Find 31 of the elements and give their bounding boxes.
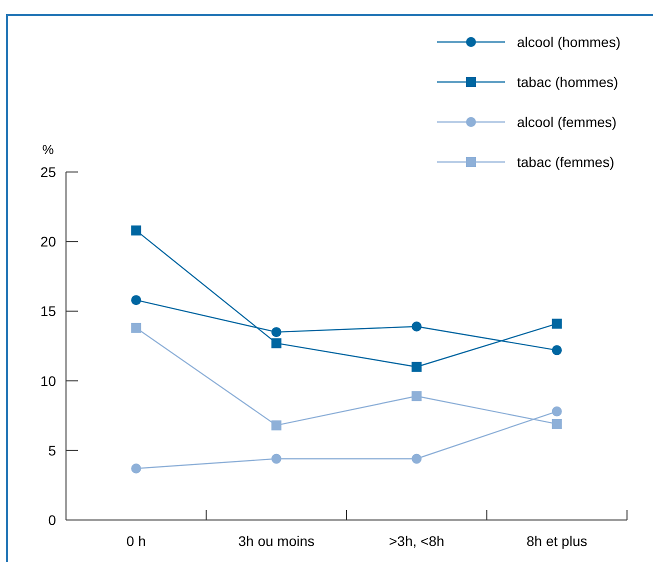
point	[412, 322, 422, 332]
legend-label: alcool (hommes)	[517, 34, 620, 50]
x-tick-label: 8h et plus	[526, 533, 588, 549]
x-tick-label: 3h ou moins	[238, 533, 315, 549]
y-tick-label: 0	[48, 512, 56, 528]
point	[271, 420, 282, 430]
point	[271, 338, 282, 348]
point	[412, 391, 422, 402]
point	[552, 418, 562, 429]
legend-label: alcool (femmes)	[517, 114, 617, 130]
legend-label: tabac (hommes)	[517, 74, 618, 90]
y-tick-label: 25	[40, 164, 56, 180]
y-tick-label: 15	[40, 303, 56, 320]
point	[131, 322, 142, 333]
y-tick-label: 10	[40, 372, 56, 389]
point	[131, 225, 142, 236]
point	[552, 345, 562, 356]
point	[131, 295, 142, 306]
y-tick-label: 5	[48, 442, 56, 458]
point	[131, 463, 142, 474]
point	[271, 454, 282, 464]
y-axis-title: %	[42, 142, 54, 157]
point	[412, 362, 422, 372]
legend-label: tabac (femmes)	[517, 154, 614, 170]
point	[552, 406, 562, 416]
y-tick-label: 20	[40, 234, 56, 250]
point	[271, 327, 282, 338]
x-tick-label: >3h, <8h	[388, 533, 444, 549]
x-tick-label: 0 h	[126, 533, 146, 549]
point	[412, 454, 422, 464]
point	[552, 318, 562, 329]
